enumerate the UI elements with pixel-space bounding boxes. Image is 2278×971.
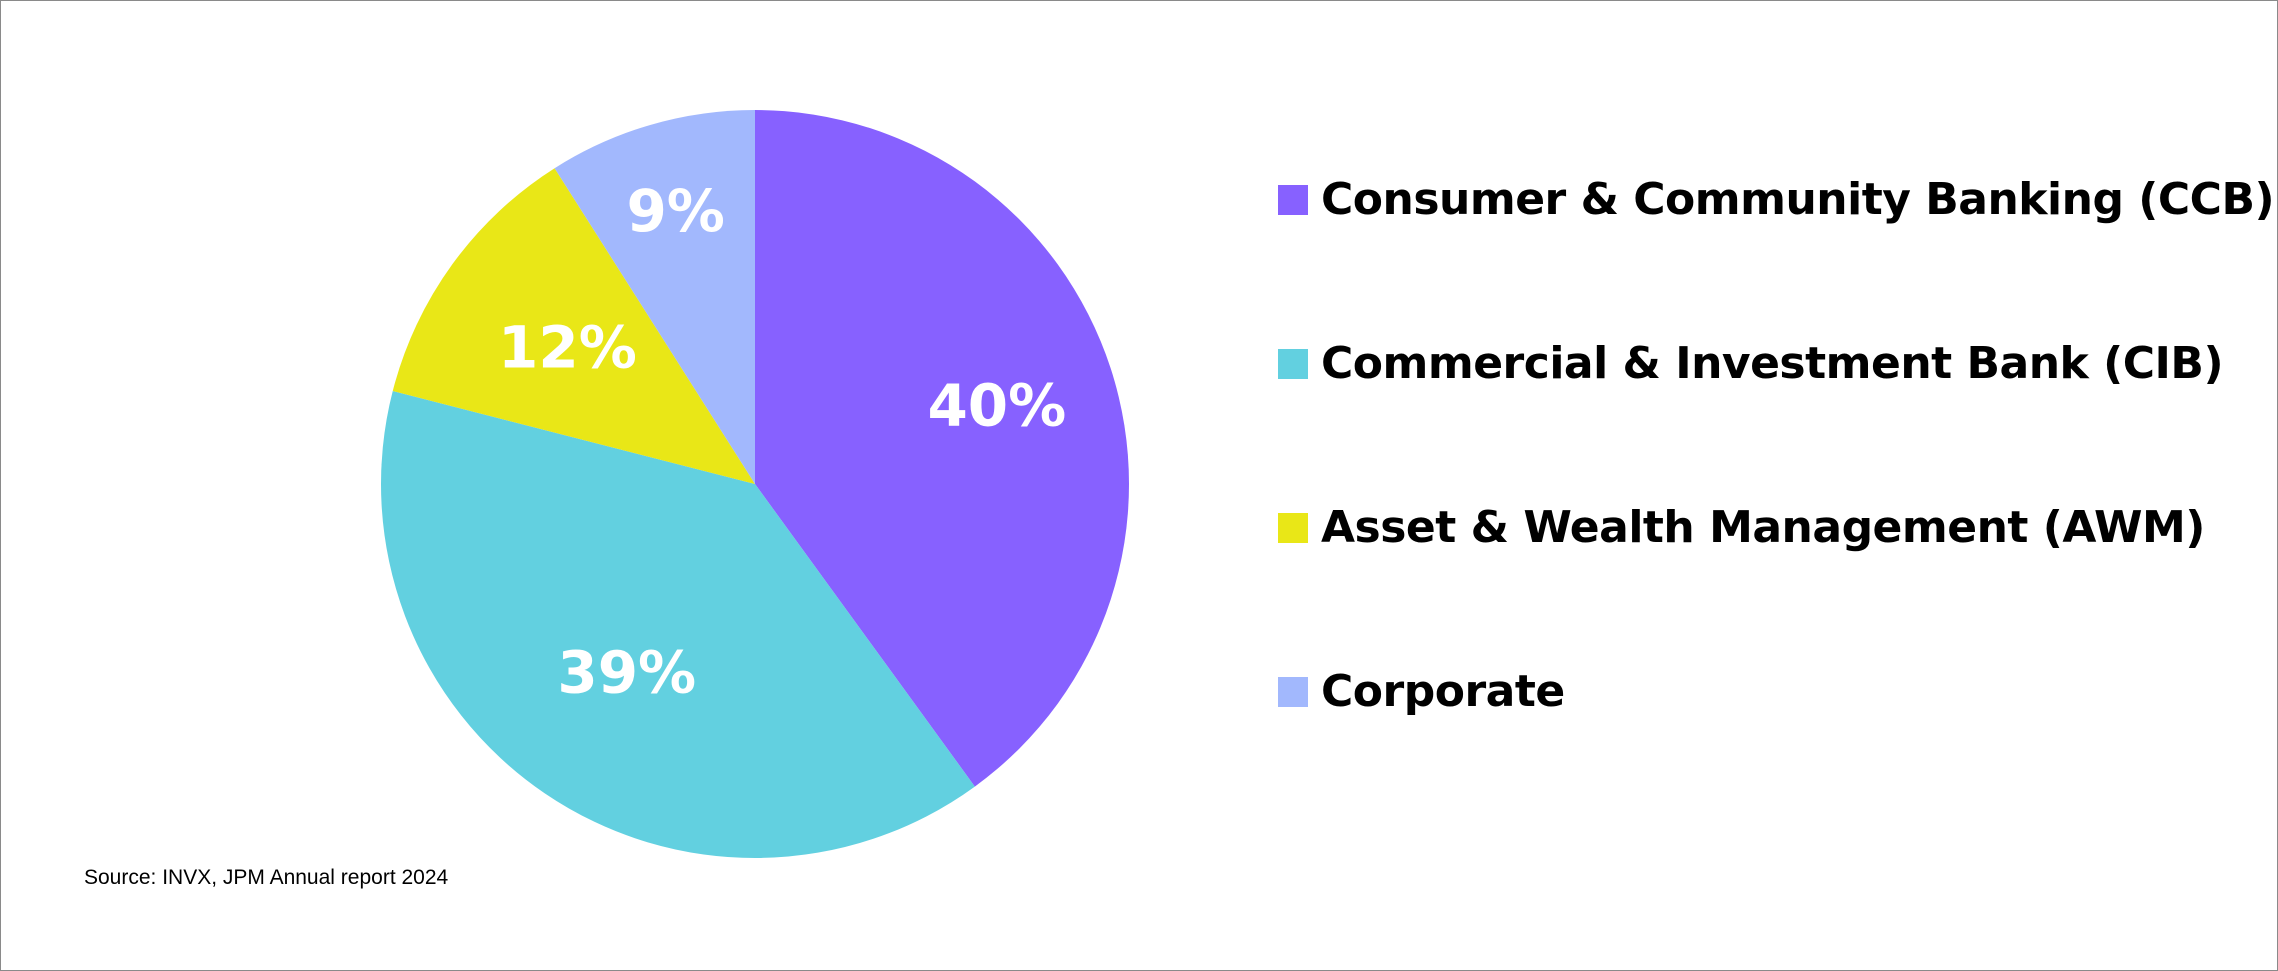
pie-label-cib: 39% [557, 639, 696, 707]
legend-label-corporate: Corporate [1321, 666, 1565, 717]
pie-slices [381, 110, 1129, 858]
legend-label-cib: Commercial & Investment Bank (CIB) [1321, 338, 2224, 389]
legend-item-cib: Commercial & Investment Bank (CIB) [1278, 336, 2224, 392]
pie-slice-awm [392, 168, 755, 484]
pie-label-ccb: 40% [927, 371, 1066, 439]
pie-slice-ccb [755, 110, 1129, 787]
legend-swatch-ccb [1278, 185, 1308, 215]
legend-label-ccb: Consumer & Community Banking (CCB) [1321, 174, 2275, 225]
legend-swatch-cib [1278, 349, 1308, 379]
legend-item-awm: Asset & Wealth Management (AWM) [1278, 500, 2205, 556]
legend-label-awm: Asset & Wealth Management (AWM) [1321, 502, 2205, 553]
legend-swatch-corporate [1278, 677, 1308, 707]
pie-label-awm: 12% [498, 314, 637, 382]
legend-item-corporate: Corporate [1278, 664, 1565, 720]
pie-slice-corporate [554, 110, 755, 484]
pie-label-corporate: 9% [626, 177, 724, 245]
source-note: Source: INVX, JPM Annual report 2024 [84, 866, 449, 889]
legend-swatch-awm [1278, 513, 1308, 543]
pie-slice-labels: 40% 39% 12% 9% [498, 177, 1066, 707]
legend-item-ccb: Consumer & Community Banking (CCB) [1278, 172, 2275, 228]
pie-slice-cib [381, 390, 975, 858]
